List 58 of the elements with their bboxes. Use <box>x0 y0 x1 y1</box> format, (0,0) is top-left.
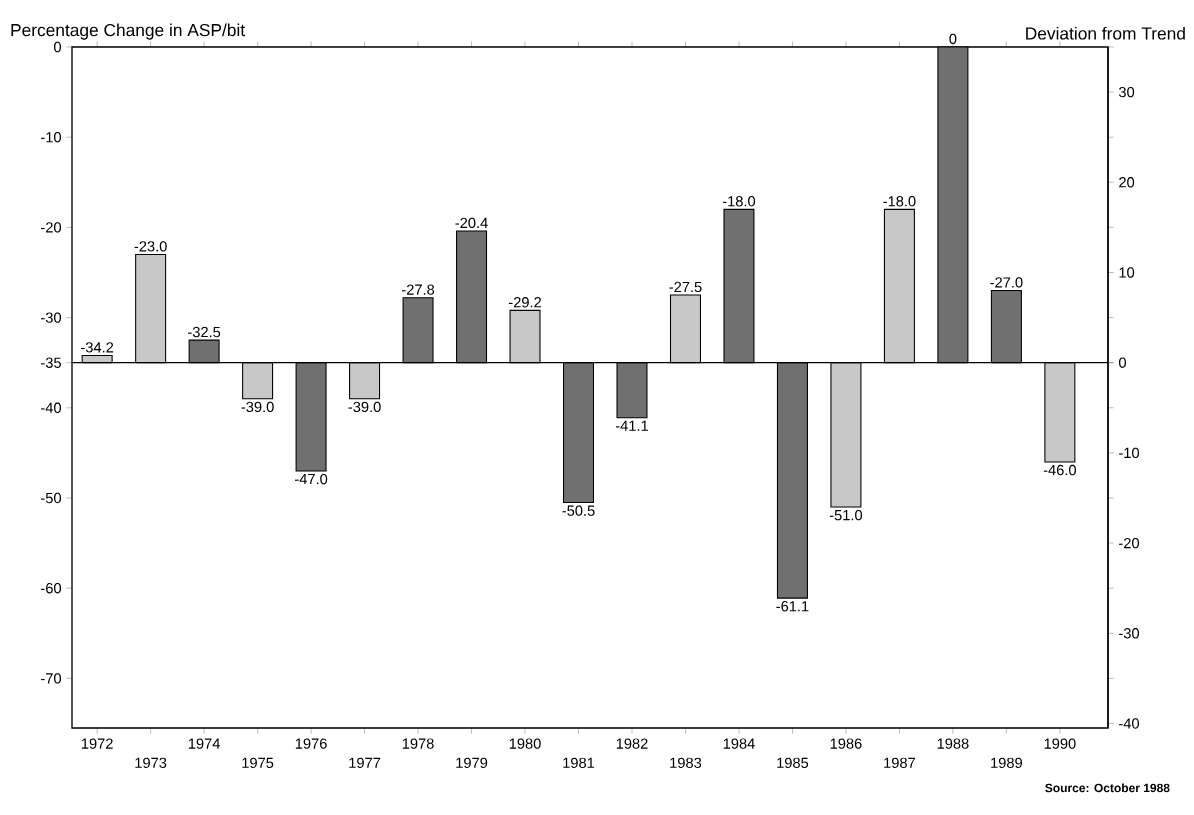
x-tick-label: 1989 <box>991 757 1022 769</box>
x-tick-label: 1972 <box>81 738 113 749</box>
data-label: -32.5 <box>188 326 221 338</box>
data-label: -41.1 <box>615 420 648 431</box>
y-tick-label: -35 <box>41 357 61 368</box>
data-label: -27.8 <box>401 284 435 295</box>
y2-tick-label: -10 <box>1119 447 1140 459</box>
y2-tick-label: 10 <box>1119 267 1135 278</box>
y-axis-title: Percentage Change in ASP/bit <box>11 23 245 40</box>
x-tick-label: 1990 <box>1044 738 1076 749</box>
y2-tick-label: 0 <box>1118 357 1126 368</box>
y2-axis-title: Deviation from Trend <box>1026 26 1185 40</box>
x-tick-label: 1983 <box>670 757 702 769</box>
data-label: -18.0 <box>722 196 756 207</box>
data-label: -39.0 <box>348 401 381 413</box>
x-tick-label: 1988 <box>937 738 969 749</box>
y2-tick-label: 20 <box>1119 177 1135 188</box>
y-tick-label: -20 <box>41 222 62 233</box>
y-tick-label: -70 <box>41 673 62 684</box>
data-label: -39.0 <box>241 401 274 413</box>
y-tick-label: -60 <box>41 583 62 594</box>
x-tick-label: 1975 <box>242 757 274 769</box>
data-label: -29.2 <box>508 297 541 308</box>
source-note: Source: October 1988 <box>1045 783 1170 793</box>
y2-tick-label: 30 <box>1118 86 1135 98</box>
data-label: -34.2 <box>81 342 114 353</box>
y-tick-label: 0 <box>54 41 62 53</box>
y-tick-label: -50 <box>41 492 62 504</box>
data-label: -18.0 <box>883 196 916 207</box>
y2-tick-label: -40 <box>1119 718 1140 729</box>
x-tick-label: 1974 <box>188 738 220 749</box>
x-tick-label: 1973 <box>135 757 167 769</box>
x-tick-label: 1980 <box>509 738 541 749</box>
x-tick-label: 1986 <box>830 738 862 749</box>
data-label: -20.4 <box>455 217 488 229</box>
y2-tick-label: -20 <box>1119 537 1140 549</box>
x-tick-label: 1977 <box>349 757 381 769</box>
y2-tick-label: -30 <box>1119 628 1140 639</box>
x-tick-label: 1987 <box>884 757 915 769</box>
data-label: -23.0 <box>134 241 167 252</box>
data-label: -27.5 <box>669 281 702 293</box>
x-tick-label: 1982 <box>616 738 648 749</box>
data-label: -47.0 <box>295 473 328 485</box>
x-tick-label: 1978 <box>402 738 434 749</box>
x-tick-label: 1976 <box>295 738 327 749</box>
data-label: -46.0 <box>1043 464 1076 476</box>
y-tick-label: -40 <box>41 402 62 413</box>
data-label: -51.0 <box>829 509 863 521</box>
x-tick-label: 1981 <box>563 757 595 769</box>
x-tick-label: 1979 <box>456 757 488 769</box>
x-tick-label: 1984 <box>723 738 755 749</box>
data-label: -27.0 <box>990 277 1023 288</box>
data-label: -50.5 <box>562 505 595 516</box>
x-tick-label: 1985 <box>777 757 809 769</box>
data-label: -61.1 <box>776 601 809 612</box>
y-tick-label: -10 <box>41 132 62 143</box>
data-label: 0 <box>949 33 957 45</box>
y-tick-label: -30 <box>41 312 62 323</box>
